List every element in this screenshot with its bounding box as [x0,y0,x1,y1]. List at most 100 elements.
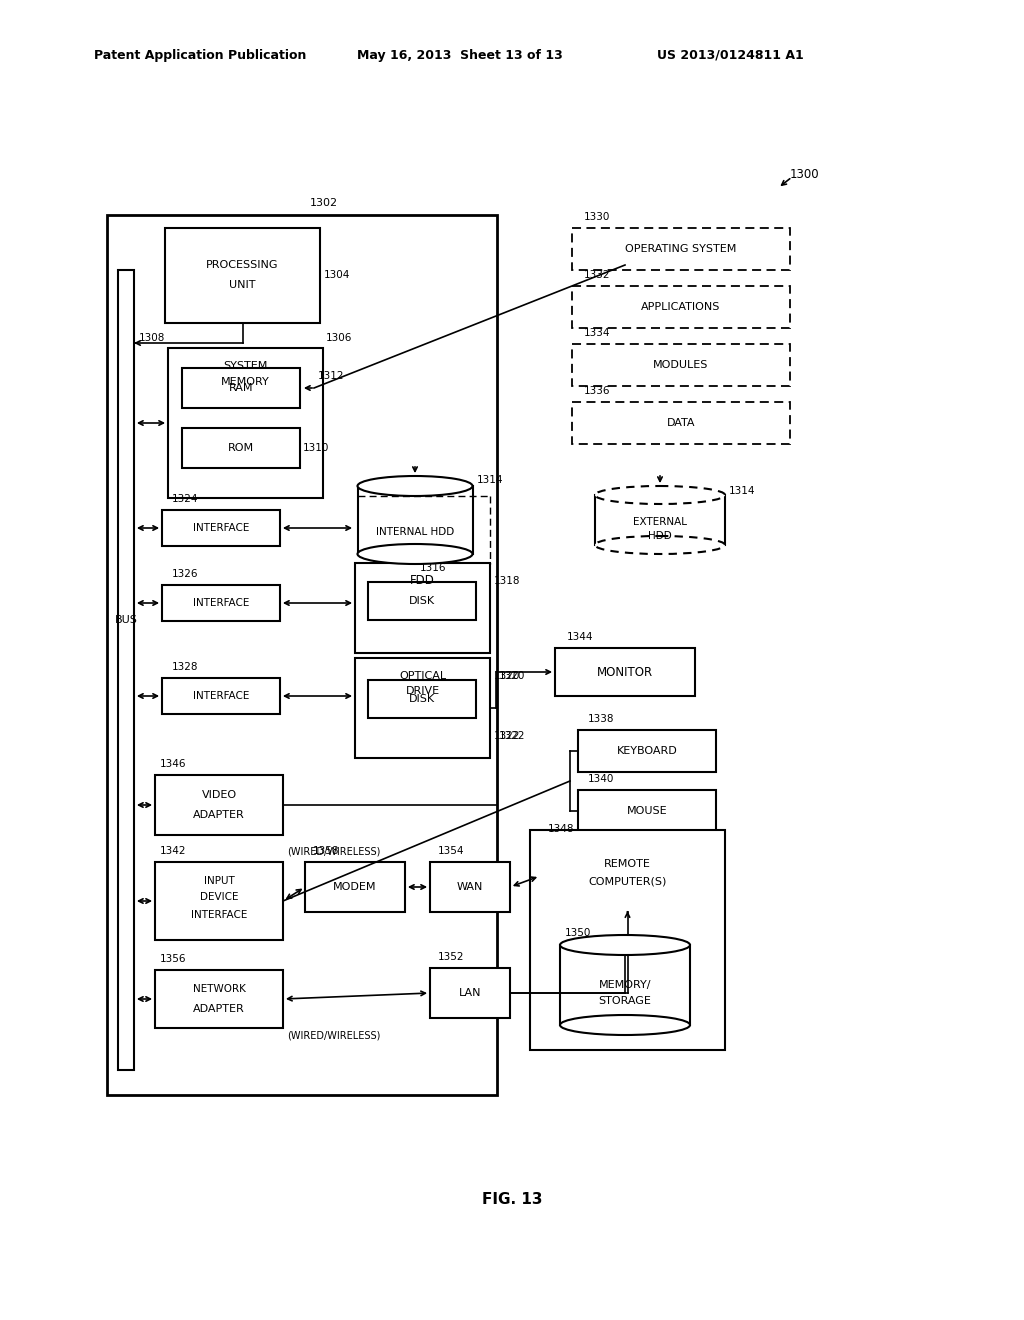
Text: PROCESSING: PROCESSING [206,260,279,271]
Text: SYSTEM: SYSTEM [223,360,267,371]
Bar [578,789,716,832]
Text: US 2013/0124811 A1: US 2013/0124811 A1 [656,49,804,62]
Text: FDD: FDD [410,574,435,587]
Text: MODEM: MODEM [333,882,377,892]
Text: MONITOR: MONITOR [597,665,653,678]
Bar [168,348,323,498]
Text: 1344: 1344 [567,632,594,642]
Text: 1342: 1342 [160,846,186,855]
Bar [162,585,280,620]
Ellipse shape [560,1015,690,1035]
Bar [162,510,280,546]
Bar [182,368,300,408]
Text: 1320: 1320 [499,671,525,681]
Bar [106,215,497,1096]
Text: 1314: 1314 [476,475,503,484]
Text: OPERATING SYSTEM: OPERATING SYSTEM [626,244,736,253]
Text: VIDEO: VIDEO [202,789,237,800]
Bar [430,968,510,1018]
Bar [430,862,510,912]
Bar [572,228,790,271]
Bar [530,830,725,1049]
Bar [595,495,725,545]
Bar [165,228,319,323]
Text: ROM: ROM [228,444,254,453]
Bar [118,271,134,1071]
Text: May 16, 2013  Sheet 13 of 13: May 16, 2013 Sheet 13 of 13 [357,49,563,62]
Text: REMOTE: REMOTE [604,859,651,869]
Text: 1306: 1306 [326,333,352,343]
Bar [368,680,476,718]
Text: 1324: 1324 [172,494,199,504]
Text: APPLICATIONS: APPLICATIONS [641,302,721,312]
Bar [572,286,790,327]
Ellipse shape [595,486,725,504]
Text: 1318: 1318 [494,576,520,586]
Bar [155,775,283,836]
Text: 1348: 1348 [548,824,574,834]
Text: 1322: 1322 [494,731,520,741]
Text: 1302: 1302 [310,198,338,209]
Text: FIG. 13: FIG. 13 [481,1192,543,1208]
Text: (WIRED/WIRELESS): (WIRED/WIRELESS) [287,846,380,855]
Text: DATA: DATA [667,418,695,428]
Bar [305,862,406,912]
Text: 1304: 1304 [324,271,350,281]
Bar [572,403,790,444]
Text: 1328: 1328 [172,663,199,672]
Text: 1326: 1326 [172,569,199,579]
Text: KEYBOARD: KEYBOARD [616,746,677,756]
Bar [162,678,280,714]
Text: INTERFACE: INTERFACE [193,523,249,533]
Ellipse shape [357,544,472,564]
Text: DEVICE: DEVICE [200,892,239,902]
Text: ADAPTER: ADAPTER [194,810,245,820]
Text: HDD: HDD [648,531,672,541]
Text: 1358: 1358 [313,846,340,855]
Text: RAM: RAM [228,383,253,393]
Bar [578,730,716,772]
Bar [357,486,472,554]
Ellipse shape [357,477,472,496]
Bar [155,970,283,1028]
Bar [182,428,300,469]
Text: 1322: 1322 [499,731,525,741]
Ellipse shape [560,935,690,954]
Text: INTERNAL HDD: INTERNAL HDD [376,527,454,537]
Text: INPUT: INPUT [204,876,234,886]
Text: 1314: 1314 [729,486,756,496]
Text: MODULES: MODULES [653,360,709,370]
Text: INTERFACE: INTERFACE [190,909,247,920]
Bar [155,862,283,940]
Bar [555,648,695,696]
Text: 1330: 1330 [584,213,610,222]
Text: 1308: 1308 [138,333,165,343]
Text: DRIVE: DRIVE [406,686,439,696]
Text: 1350: 1350 [565,928,592,939]
Text: COMPUTER(S): COMPUTER(S) [589,876,667,886]
Text: INTERFACE: INTERFACE [193,598,249,609]
Text: Patent Application Publication: Patent Application Publication [94,49,306,62]
Bar [540,840,715,912]
Text: 1356: 1356 [160,954,186,964]
Text: (WIRED/WIRELESS): (WIRED/WIRELESS) [287,1031,380,1041]
Bar [355,657,490,758]
Text: MOUSE: MOUSE [627,807,668,816]
Text: 1310: 1310 [303,444,330,453]
Text: MEMORY: MEMORY [221,378,270,387]
Text: 1336: 1336 [584,385,610,396]
Text: EXTERNAL: EXTERNAL [633,517,687,527]
Bar [368,582,476,620]
Text: 1334: 1334 [584,327,610,338]
Bar [355,564,490,653]
Text: DISK: DISK [409,597,435,606]
Text: DISK: DISK [409,694,435,704]
Text: 1316: 1316 [420,564,446,573]
Text: 1320: 1320 [494,671,520,681]
Text: BUS: BUS [115,615,137,624]
Text: NETWORK: NETWORK [193,983,246,994]
Text: ADAPTER: ADAPTER [194,1005,245,1014]
Text: MEMORY/: MEMORY/ [599,979,651,990]
Text: OPTICAL: OPTICAL [399,671,446,681]
Text: 1332: 1332 [584,271,610,280]
